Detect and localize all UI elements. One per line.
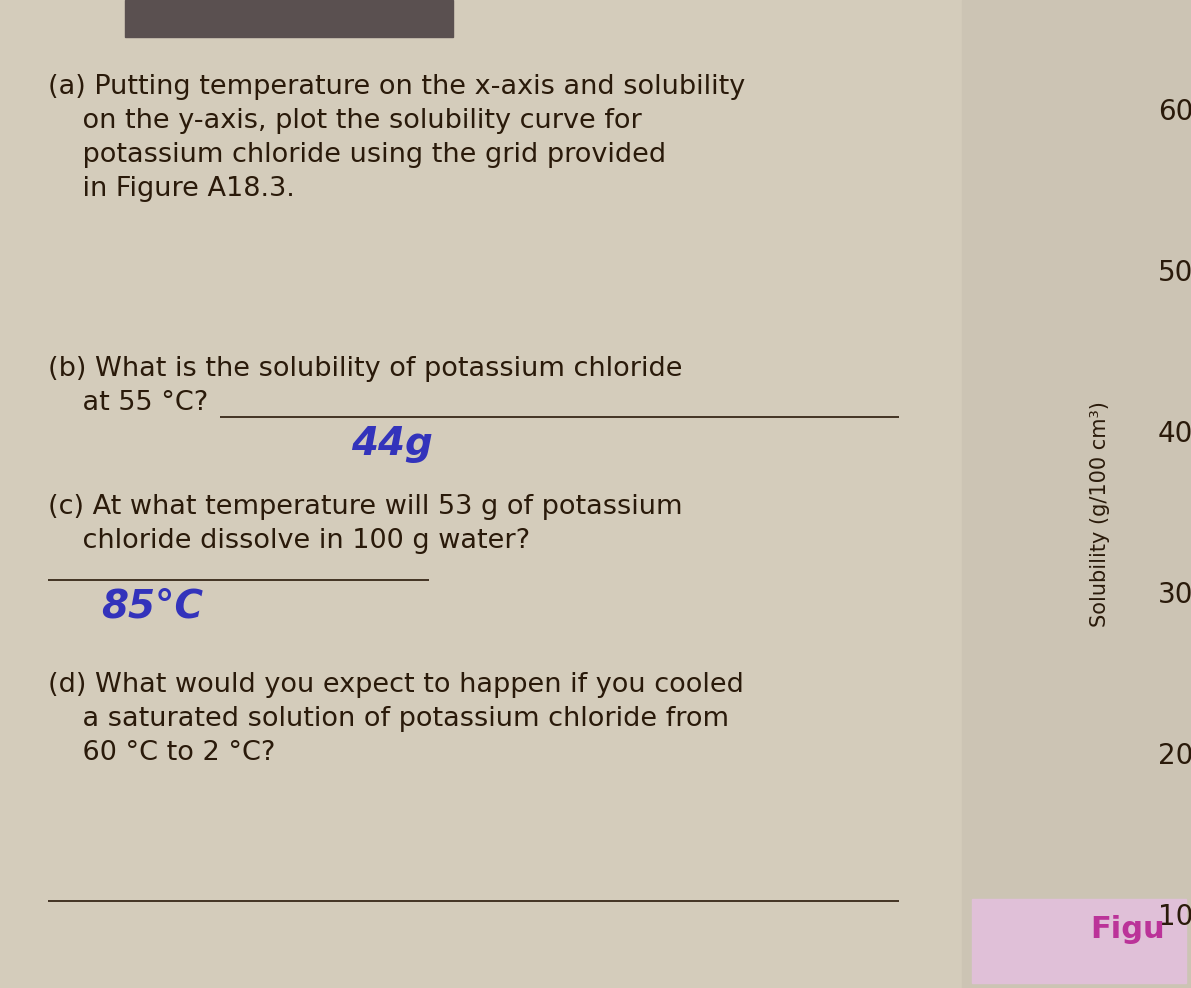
Text: 30: 30: [1158, 581, 1191, 609]
Bar: [962, 0, 1191, 988]
Bar: [972, 899, 1186, 983]
Text: Solubility (g/100 cm³): Solubility (g/100 cm³): [1091, 401, 1110, 626]
Text: 40: 40: [1158, 420, 1191, 448]
Text: 44g: 44g: [351, 425, 434, 462]
Bar: [125, 0, 453, 37]
Text: 85°C: 85°C: [101, 588, 204, 625]
Text: (a) Putting temperature on the x-axis and solubility
    on the y-axis, plot the: (a) Putting temperature on the x-axis an…: [48, 74, 744, 203]
Text: (d) What would you expect to happen if you cooled
    a saturated solution of po: (d) What would you expect to happen if y…: [48, 672, 743, 766]
Text: 10: 10: [1158, 903, 1191, 931]
Text: 20: 20: [1158, 742, 1191, 770]
Text: 50: 50: [1158, 259, 1191, 287]
Bar: [0, 0, 962, 988]
Text: (c) At what temperature will 53 g of potassium
    chloride dissolve in 100 g wa: (c) At what temperature will 53 g of pot…: [48, 494, 682, 554]
Text: Figu: Figu: [1090, 915, 1165, 944]
Text: 60: 60: [1158, 98, 1191, 125]
Text: (b) What is the solubility of potassium chloride
    at 55 °C?: (b) What is the solubility of potassium …: [48, 356, 682, 416]
